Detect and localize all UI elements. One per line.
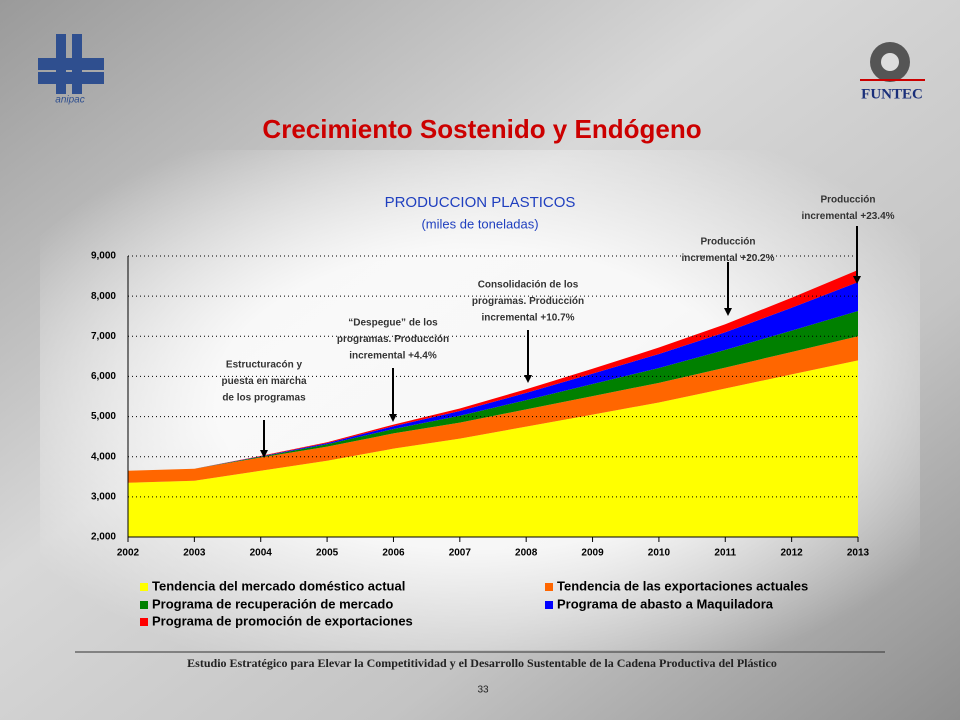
annotation: Consolidación de los: [478, 280, 579, 291]
y-tick-label: 9,000: [91, 251, 116, 262]
annotation: Producción: [820, 195, 875, 206]
page-number: 33: [477, 685, 489, 696]
x-tick-label: 2005: [316, 548, 339, 559]
legend-swatch: [140, 583, 148, 591]
area: [128, 360, 858, 537]
x-tick-label: 2010: [648, 548, 671, 559]
annotation: incremental +23.4%: [801, 211, 894, 222]
annotation-arrowhead: [724, 308, 732, 316]
y-tick-label: 4,000: [91, 451, 116, 462]
y-tick-label: 8,000: [91, 291, 116, 302]
legend-label: Tendencia de las exportaciones actuales: [557, 578, 808, 593]
annotation: programas. Producción: [337, 334, 449, 345]
annotation: incremental +20.2%: [681, 253, 774, 264]
x-tick-label: 2002: [117, 548, 140, 559]
footer-text: Estudio Estratégico para Elevar la Compe…: [187, 656, 777, 670]
annotation: de los programas: [222, 393, 306, 404]
x-tick-label: 2004: [250, 548, 273, 559]
legend-label: Programa de recuperación de mercado: [152, 596, 393, 611]
x-tick-label: 2012: [781, 548, 804, 559]
annotation-arrowhead: [524, 375, 532, 383]
x-tick-label: 2007: [449, 548, 472, 559]
annotation: Producción: [700, 237, 755, 248]
right-logo: FUNTEC: [860, 42, 925, 102]
annotation-arrowhead: [853, 276, 861, 284]
legend-swatch: [140, 601, 148, 609]
legend-label: Tendencia del mercado doméstico actual: [152, 578, 405, 593]
annotation-arrowhead: [260, 450, 268, 458]
annotation: programas. Producción: [472, 296, 584, 307]
left-logo-text: anipac: [55, 95, 84, 106]
y-tick-label: 7,000: [91, 331, 116, 342]
legend-swatch: [545, 583, 553, 591]
annotation-arrowhead: [389, 414, 397, 422]
x-tick-label: 2011: [714, 548, 736, 559]
y-tick-label: 6,000: [91, 371, 116, 382]
annotation: incremental +10.7%: [481, 313, 574, 324]
legend-swatch: [545, 601, 553, 609]
legend-label: Programa de abasto a Maquiladora: [557, 596, 774, 611]
legend-swatch: [140, 618, 148, 626]
annotation: Estructuracón y: [226, 360, 303, 371]
annotation: puesta en marcha: [221, 376, 306, 387]
y-tick-label: 3,000: [91, 491, 116, 502]
annotation: “Despegue” de los: [348, 318, 438, 329]
chart-title: PRODUCCION PLASTICOS: [385, 194, 576, 211]
right-logo-text: FUNTEC: [861, 86, 923, 102]
x-tick-label: 2006: [382, 548, 405, 559]
x-tick-label: 2013: [847, 548, 870, 559]
x-tick-label: 2003: [183, 548, 206, 559]
y-tick-label: 5,000: [91, 411, 116, 422]
legend-label: Programa de promoción de exportaciones: [152, 613, 413, 628]
area: [128, 336, 858, 483]
slide-title: Crecimiento Sostenido y Endógeno: [262, 114, 701, 144]
x-tick-label: 2009: [581, 548, 604, 559]
annotation: incremental +4.4%: [349, 351, 437, 362]
left-logo: anipac: [38, 34, 104, 106]
x-tick-label: 2008: [515, 548, 538, 559]
chart-subtitle: (miles de toneladas): [421, 216, 538, 231]
y-tick-label: 2,000: [91, 532, 116, 543]
